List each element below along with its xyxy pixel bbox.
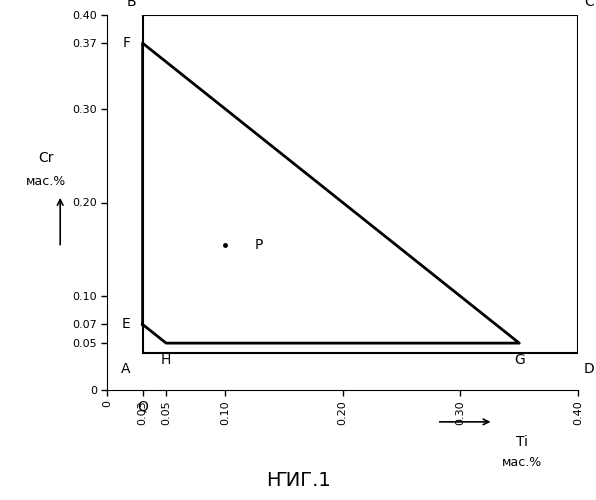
- Text: Cr: Cr: [38, 150, 54, 164]
- Text: G: G: [514, 352, 524, 366]
- Text: ҤИГ.1: ҤИГ.1: [266, 471, 330, 490]
- Text: P: P: [254, 238, 263, 252]
- Text: мас.%: мас.%: [501, 456, 542, 468]
- Text: A: A: [122, 362, 131, 376]
- Text: B: B: [127, 0, 136, 10]
- Text: Ti: Ti: [516, 435, 527, 449]
- Text: E: E: [122, 318, 131, 332]
- Text: C: C: [584, 0, 594, 10]
- Text: мас.%: мас.%: [26, 176, 66, 188]
- Text: H: H: [161, 352, 171, 366]
- Text: D: D: [584, 362, 595, 376]
- Text: F: F: [123, 36, 131, 50]
- Text: Q: Q: [137, 400, 148, 413]
